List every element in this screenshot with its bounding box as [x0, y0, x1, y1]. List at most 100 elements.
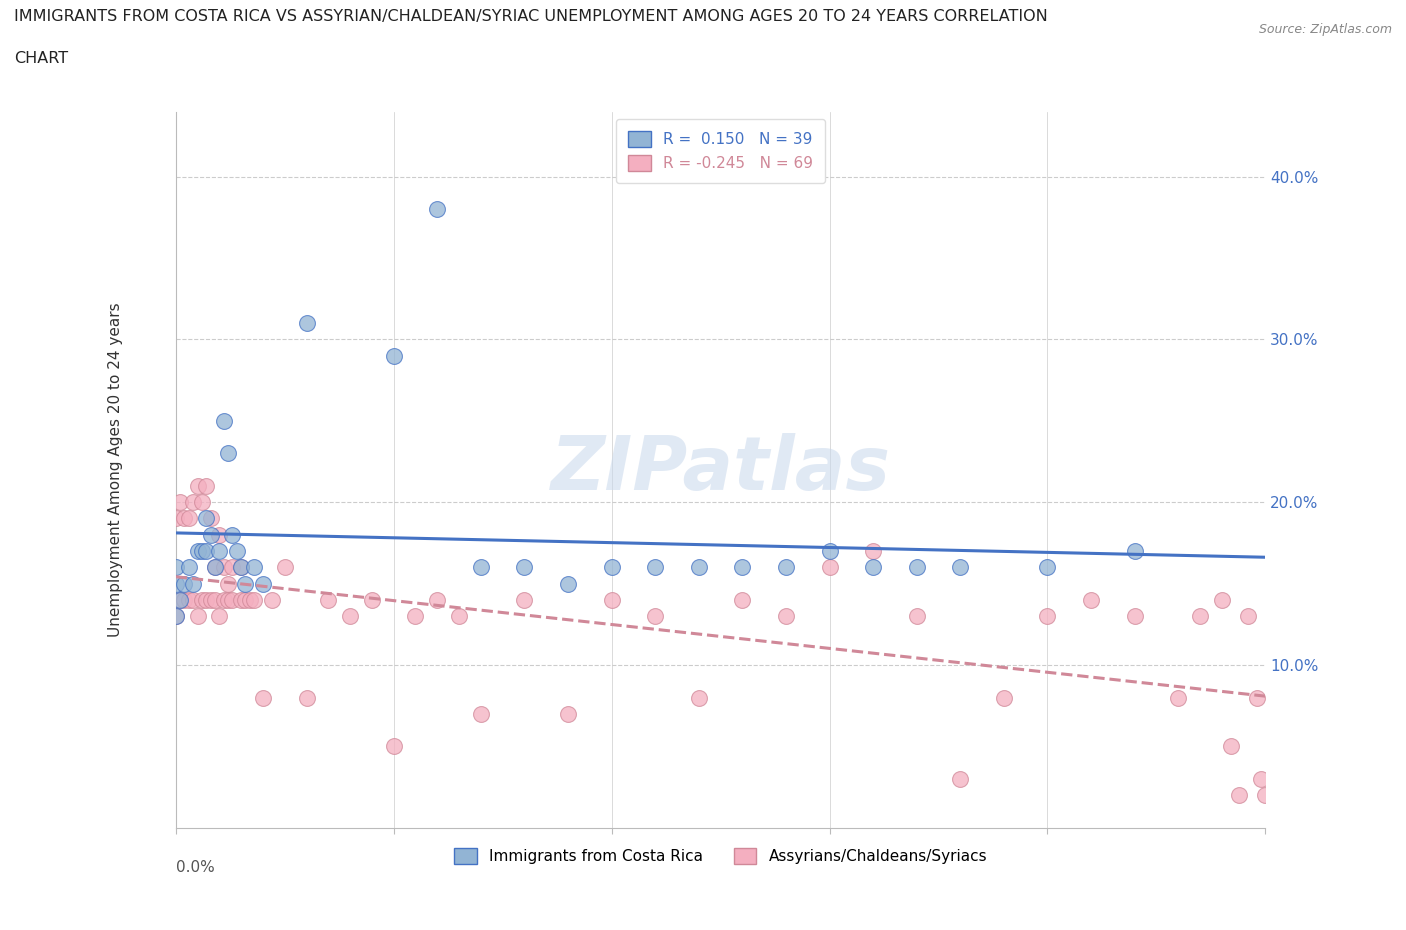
Point — [1254, 788, 1277, 803]
Point — [470, 560, 492, 575]
Point — [600, 560, 623, 575]
Point — [200, 512, 222, 526]
Point — [557, 576, 579, 591]
Point — [1036, 560, 1059, 575]
Point — [688, 690, 710, 705]
Point — [212, 592, 235, 607]
Point — [195, 543, 218, 558]
Point — [318, 592, 340, 607]
Point — [818, 560, 841, 575]
Point — [221, 527, 243, 542]
Point — [195, 592, 218, 607]
Point — [235, 576, 257, 591]
Point — [195, 478, 218, 493]
Point — [243, 560, 266, 575]
Text: 0.0%: 0.0% — [176, 860, 215, 875]
Point — [818, 543, 841, 558]
Point — [225, 543, 247, 558]
Legend: Immigrants from Costa Rica, Assyrians/Chaldeans/Syriacs: Immigrants from Costa Rica, Assyrians/Ch… — [447, 842, 994, 870]
Point — [1167, 690, 1189, 705]
Point — [470, 707, 492, 722]
Point — [191, 495, 214, 510]
Point — [173, 576, 195, 591]
Point — [231, 560, 253, 575]
Point — [212, 413, 235, 428]
Point — [1246, 690, 1268, 705]
Point — [181, 592, 204, 607]
Point — [295, 690, 318, 705]
Point — [644, 609, 666, 624]
Point — [200, 527, 222, 542]
Point — [1080, 592, 1102, 607]
Point — [221, 560, 243, 575]
Point — [1219, 738, 1241, 753]
Text: IMMIGRANTS FROM COSTA RICA VS ASSYRIAN/CHALDEAN/SYRIAC UNEMPLOYMENT AMONG AGES 2: IMMIGRANTS FROM COSTA RICA VS ASSYRIAN/C… — [14, 9, 1047, 24]
Point — [775, 560, 797, 575]
Point — [949, 560, 972, 575]
Point — [165, 609, 187, 624]
Point — [993, 690, 1015, 705]
Point — [513, 560, 536, 575]
Point — [204, 592, 226, 607]
Point — [181, 576, 204, 591]
Point — [204, 560, 226, 575]
Point — [426, 202, 449, 217]
Point — [600, 592, 623, 607]
Point — [191, 543, 214, 558]
Point — [775, 609, 797, 624]
Point — [191, 592, 214, 607]
Text: Unemployment Among Ages 20 to 24 years: Unemployment Among Ages 20 to 24 years — [108, 302, 124, 637]
Point — [169, 592, 191, 607]
Point — [217, 576, 239, 591]
Point — [165, 512, 187, 526]
Point — [173, 592, 195, 607]
Point — [208, 527, 231, 542]
Text: CHART: CHART — [14, 51, 67, 66]
Point — [252, 690, 274, 705]
Point — [1123, 609, 1146, 624]
Point — [208, 609, 231, 624]
Point — [557, 707, 579, 722]
Point — [181, 495, 204, 510]
Point — [905, 609, 928, 624]
Point — [165, 609, 187, 624]
Point — [644, 560, 666, 575]
Point — [1123, 543, 1146, 558]
Point — [186, 543, 209, 558]
Point — [243, 592, 266, 607]
Point — [1189, 609, 1212, 624]
Point — [382, 349, 405, 364]
Point — [731, 560, 754, 575]
Point — [274, 560, 297, 575]
Point — [295, 315, 318, 330]
Point — [260, 592, 283, 607]
Point — [165, 560, 187, 575]
Point — [186, 478, 209, 493]
Point — [208, 543, 231, 558]
Point — [1211, 592, 1233, 607]
Point — [252, 576, 274, 591]
Point — [905, 560, 928, 575]
Point — [360, 592, 382, 607]
Point — [204, 560, 226, 575]
Point — [217, 445, 239, 460]
Point — [1227, 788, 1250, 803]
Point — [231, 592, 253, 607]
Point — [231, 560, 253, 575]
Point — [173, 512, 195, 526]
Point — [688, 560, 710, 575]
Point — [221, 592, 243, 607]
Point — [1250, 772, 1272, 787]
Point — [405, 609, 427, 624]
Point — [862, 543, 884, 558]
Point — [382, 738, 405, 753]
Point — [731, 592, 754, 607]
Text: ZIPatlas: ZIPatlas — [551, 433, 890, 506]
Point — [195, 512, 218, 526]
Point — [186, 609, 209, 624]
Point — [1036, 609, 1059, 624]
Point — [862, 560, 884, 575]
Point — [165, 576, 187, 591]
Point — [200, 592, 222, 607]
Point — [339, 609, 361, 624]
